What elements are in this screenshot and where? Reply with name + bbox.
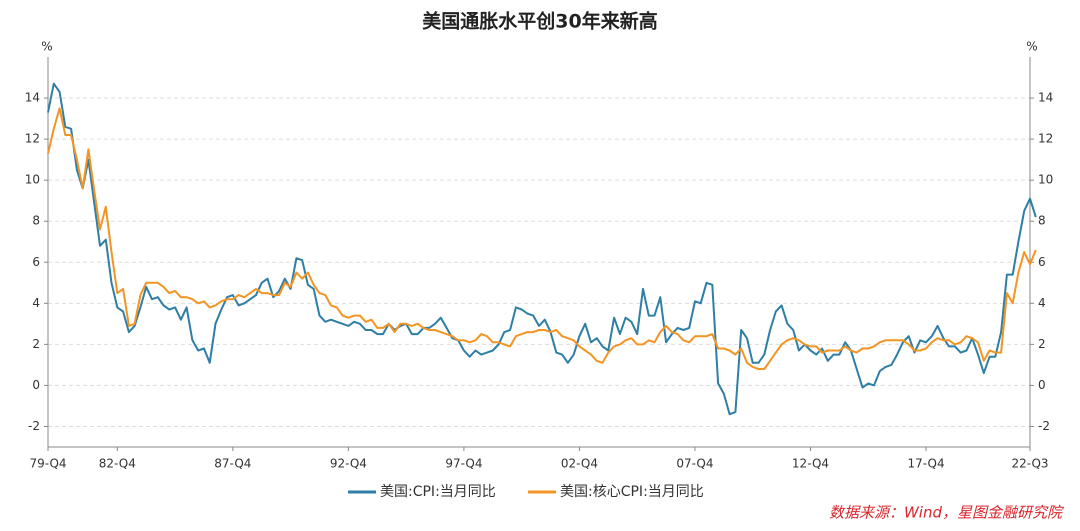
legend-label: 美国:核心CPI:当月同比 <box>560 484 704 500</box>
x-tick-label: 12-Q4 <box>792 457 829 471</box>
x-tick-label: 87-Q4 <box>214 457 251 471</box>
y2-unit: % <box>1026 40 1037 54</box>
y-tick-label: 14 <box>25 91 40 105</box>
y-tick-label: 8 <box>32 214 40 228</box>
x-tick-label: 22-Q3 <box>1011 457 1048 471</box>
x-tick-label: 02-Q4 <box>561 457 598 471</box>
source-note: 数据来源：Wind，星图金融研究院 <box>829 504 1064 522</box>
y2-tick-label: 2 <box>1038 337 1046 351</box>
x-tick-label: 92-Q4 <box>330 457 367 471</box>
y2-tick-label: 4 <box>1038 296 1046 310</box>
y-unit: % <box>41 40 52 54</box>
y-tick-label: 12 <box>25 132 40 146</box>
y-tick-label: 4 <box>32 296 40 310</box>
series-line <box>47 82 1037 416</box>
x-tick-label: 17-Q4 <box>907 457 944 471</box>
x-tick-label: 97-Q4 <box>445 457 482 471</box>
chart-title: 美国通胀水平创30年来新高 <box>422 10 657 33</box>
y2-tick-label: 14 <box>1038 91 1053 105</box>
y-tick-label: 10 <box>25 173 40 187</box>
y2-tick-label: -2 <box>1038 419 1050 433</box>
y2-tick-label: 10 <box>1038 173 1053 187</box>
y-tick-label: 6 <box>32 255 40 269</box>
y2-tick-label: 6 <box>1038 255 1046 269</box>
x-tick-label: 07-Q4 <box>676 457 713 471</box>
y2-tick-label: 8 <box>1038 214 1046 228</box>
legend-label: 美国:CPI:当月同比 <box>380 484 496 500</box>
y2-tick-label: 0 <box>1038 378 1046 392</box>
y-tick-label: 2 <box>32 337 40 351</box>
y-tick-label: -2 <box>28 419 40 433</box>
x-tick-label: 79-Q4 <box>29 457 66 471</box>
y-tick-label: 0 <box>32 378 40 392</box>
series-line <box>47 107 1037 370</box>
y2-tick-label: 12 <box>1038 132 1053 146</box>
x-tick-label: 82-Q4 <box>99 457 136 471</box>
